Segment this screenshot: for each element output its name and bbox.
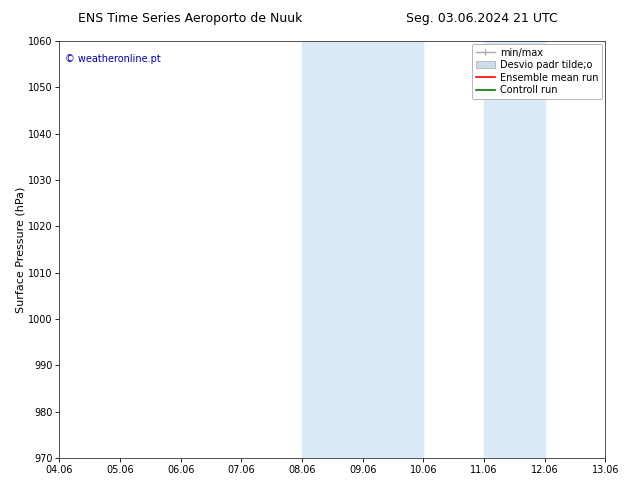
- Text: © weatheronline.pt: © weatheronline.pt: [65, 53, 160, 64]
- Bar: [484, 41, 545, 458]
- Bar: [302, 41, 424, 458]
- Legend: min/max, Desvio padr tilde;o, Ensemble mean run, Controll run: min/max, Desvio padr tilde;o, Ensemble m…: [472, 44, 602, 99]
- Text: Seg. 03.06.2024 21 UTC: Seg. 03.06.2024 21 UTC: [406, 12, 558, 25]
- Text: ENS Time Series Aeroporto de Nuuk: ENS Time Series Aeroporto de Nuuk: [78, 12, 302, 25]
- Y-axis label: Surface Pressure (hPa): Surface Pressure (hPa): [15, 186, 25, 313]
